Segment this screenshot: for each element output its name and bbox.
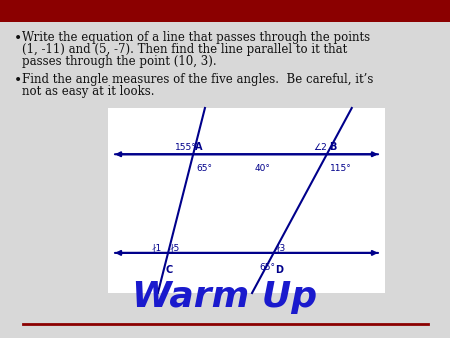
Bar [0,0,450,22]
Text: ∤3: ∤3 [276,243,286,252]
Text: 115°: 115° [330,164,351,173]
Text: D: D [274,265,283,275]
Text: not as easy at it looks.: not as easy at it looks. [22,85,154,98]
Text: B: B [329,142,336,152]
Text: 65°: 65° [260,263,276,272]
Text: ∤5: ∤5 [170,243,180,252]
Text: •: • [14,73,22,87]
Text: 65°: 65° [196,164,212,173]
Text: 155°: 155° [175,143,197,152]
Text: Warm Up: Warm Up [132,280,318,314]
Text: ∠2: ∠2 [313,143,327,152]
Bar [108,108,385,293]
Text: (1, -11) and (5, -7). Then find the line parallel to it that: (1, -11) and (5, -7). Then find the line… [22,43,347,56]
Text: ∤1: ∤1 [152,243,162,252]
Text: Write the equation of a line that passes through the points: Write the equation of a line that passes… [22,31,370,44]
Text: Find the angle measures of the five angles.  Be careful, it’s: Find the angle measures of the five angl… [22,73,374,86]
Text: •: • [14,31,22,45]
Text: 40°: 40° [255,164,271,173]
Text: C: C [165,265,172,275]
Text: A: A [195,142,203,152]
Text: passes through the point (10, 3).: passes through the point (10, 3). [22,55,216,68]
